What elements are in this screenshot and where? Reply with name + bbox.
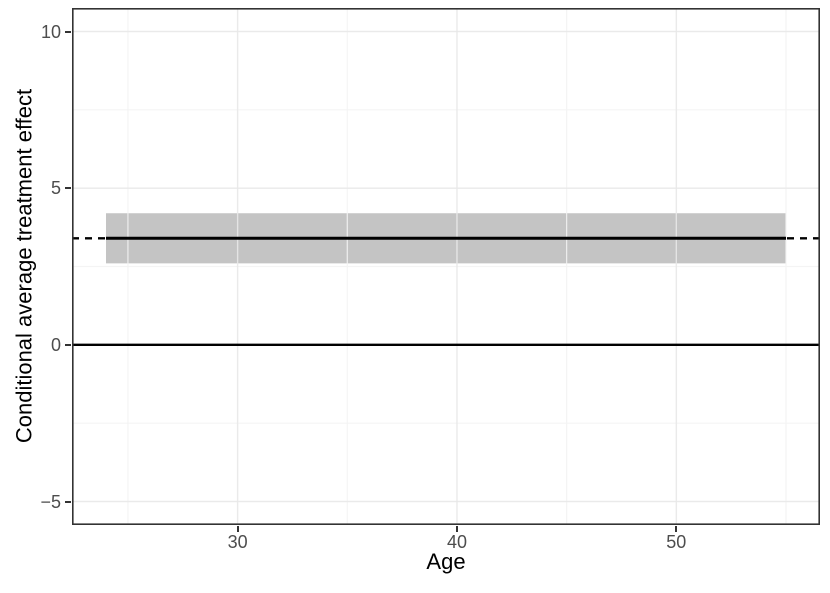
plot-canvas: [72, 8, 820, 525]
x-tick-label: 50: [666, 532, 687, 552]
y-axis-tick: [65, 500, 71, 503]
x-axis-tick: [236, 526, 239, 532]
plot-panel: [72, 8, 820, 525]
y-axis-title: Conditional average treatment effect: [11, 88, 37, 444]
y-axis-tick: [65, 187, 71, 190]
y-tick-label: 5: [50, 178, 61, 199]
x-axis-tick: [455, 526, 458, 532]
y-axis-tick: [65, 343, 71, 346]
x-tick-label: 30: [227, 532, 248, 552]
y-axis-tick: [65, 30, 71, 33]
x-tick-label: 40: [446, 532, 467, 552]
y-tick-label: 10: [40, 21, 61, 42]
y-tick-label: −5: [40, 491, 61, 512]
panel-border: [72, 8, 820, 525]
y-tick-label: 0: [50, 334, 61, 355]
x-axis-tick: [675, 526, 678, 532]
x-axis-title: Age: [426, 549, 466, 574]
